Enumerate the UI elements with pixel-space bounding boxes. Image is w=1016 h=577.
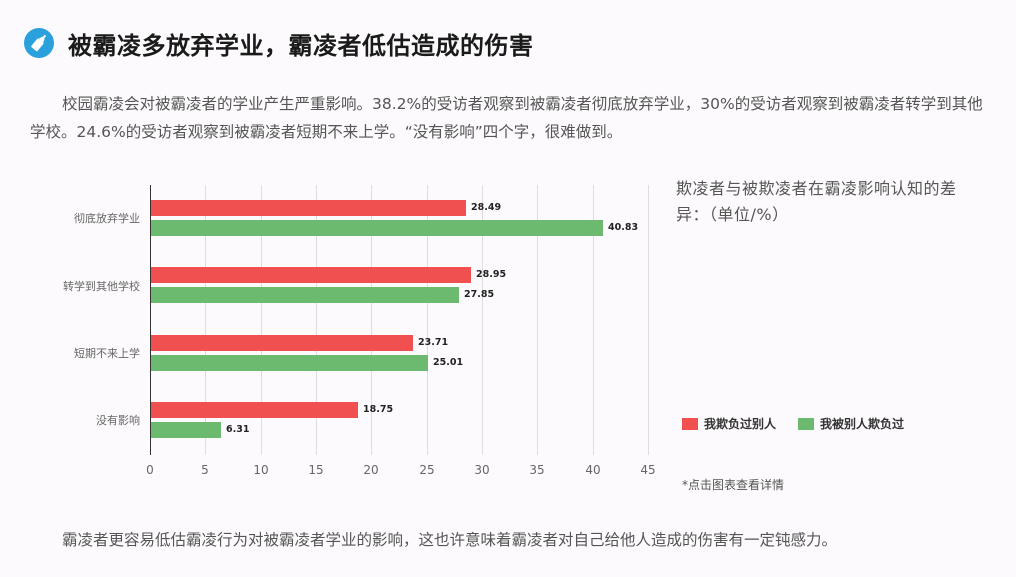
category-label: 彻底放弃学业	[74, 212, 140, 225]
gridline	[427, 185, 428, 455]
x-tick-label: 35	[529, 463, 545, 477]
x-tick-label: 25	[419, 463, 435, 477]
page-title: 被霸凌多放弃学业，霸凌者低估造成的伤害	[68, 31, 534, 60]
pen-bottle-icon	[24, 28, 54, 58]
section-heading: 被霸凌多放弃学业，霸凌者低估造成的伤害	[24, 26, 534, 60]
gridline	[261, 185, 262, 455]
gridline	[648, 185, 649, 455]
gridline	[316, 185, 317, 455]
x-tick-label: 20	[363, 463, 379, 477]
legend-item-bully[interactable]: 我欺负过别人	[682, 415, 776, 432]
bar-chart[interactable]: 0 5 10 15 20 25 30 35 40 45 彻底放弃学业 转学到其他…	[0, 180, 680, 490]
gridline	[482, 185, 483, 455]
category-label: 转学到其他学校	[63, 280, 140, 293]
data-label: 27.85	[464, 289, 495, 300]
y-axis-line	[150, 185, 151, 455]
bar-victim-transfer[interactable]	[151, 287, 459, 303]
category-label: 没有影响	[96, 414, 140, 427]
x-tick-label: 10	[253, 463, 269, 477]
x-tick-label: 5	[201, 463, 209, 477]
x-tick-label: 40	[585, 463, 601, 477]
chart-title: 欺凌者与被欺凌者在霸凌影响认知的差异：（单位/%）	[676, 179, 957, 224]
legend-label: 我欺负过别人	[704, 417, 777, 431]
bar-bully-no-effect[interactable]	[151, 402, 358, 418]
data-label: 6.31	[226, 424, 250, 435]
legend-item-victim[interactable]: 我被别人欺负过	[798, 415, 904, 432]
conclusion-paragraph: 霸凌者更容易低估霸凌行为对被霸凌者学业的影响，这也许意味着霸凌者对自己给他人造成…	[62, 531, 838, 549]
category-label: 短期不来上学	[74, 347, 140, 360]
x-tick-label: 45	[640, 463, 656, 477]
chart-legend: 我欺负过别人 我被别人欺负过	[682, 415, 926, 432]
bar-victim-give-up[interactable]	[151, 220, 603, 236]
gridline	[537, 185, 538, 455]
data-label: 28.49	[471, 202, 502, 213]
gridline	[593, 185, 594, 455]
x-tick-label: 15	[308, 463, 324, 477]
legend-label: 我被别人欺负过	[820, 417, 905, 431]
chart-hint: *点击图表查看详情	[682, 478, 785, 492]
legend-swatch-red	[682, 417, 698, 430]
intro-paragraph: 校园霸凌会对被霸凌者的学业产生严重影响。38.2%的受访者观察到被霸凌者彻底放弃…	[30, 95, 983, 141]
bar-bully-absent[interactable]	[151, 335, 413, 351]
data-label: 25.01	[433, 357, 464, 368]
data-label: 23.71	[418, 337, 449, 348]
bar-bully-give-up[interactable]	[151, 200, 466, 216]
x-tick-label: 30	[474, 463, 490, 477]
x-tick-label: 0	[146, 463, 154, 477]
bar-bully-transfer[interactable]	[151, 267, 471, 283]
data-label: 28.95	[476, 269, 507, 280]
legend-swatch-green	[798, 417, 815, 430]
data-label: 40.83	[608, 222, 639, 233]
gridline	[371, 185, 372, 455]
gridline	[205, 185, 206, 455]
bar-victim-no-effect[interactable]	[151, 422, 221, 438]
data-label: 18.75	[363, 404, 394, 415]
bar-victim-absent[interactable]	[151, 355, 428, 371]
